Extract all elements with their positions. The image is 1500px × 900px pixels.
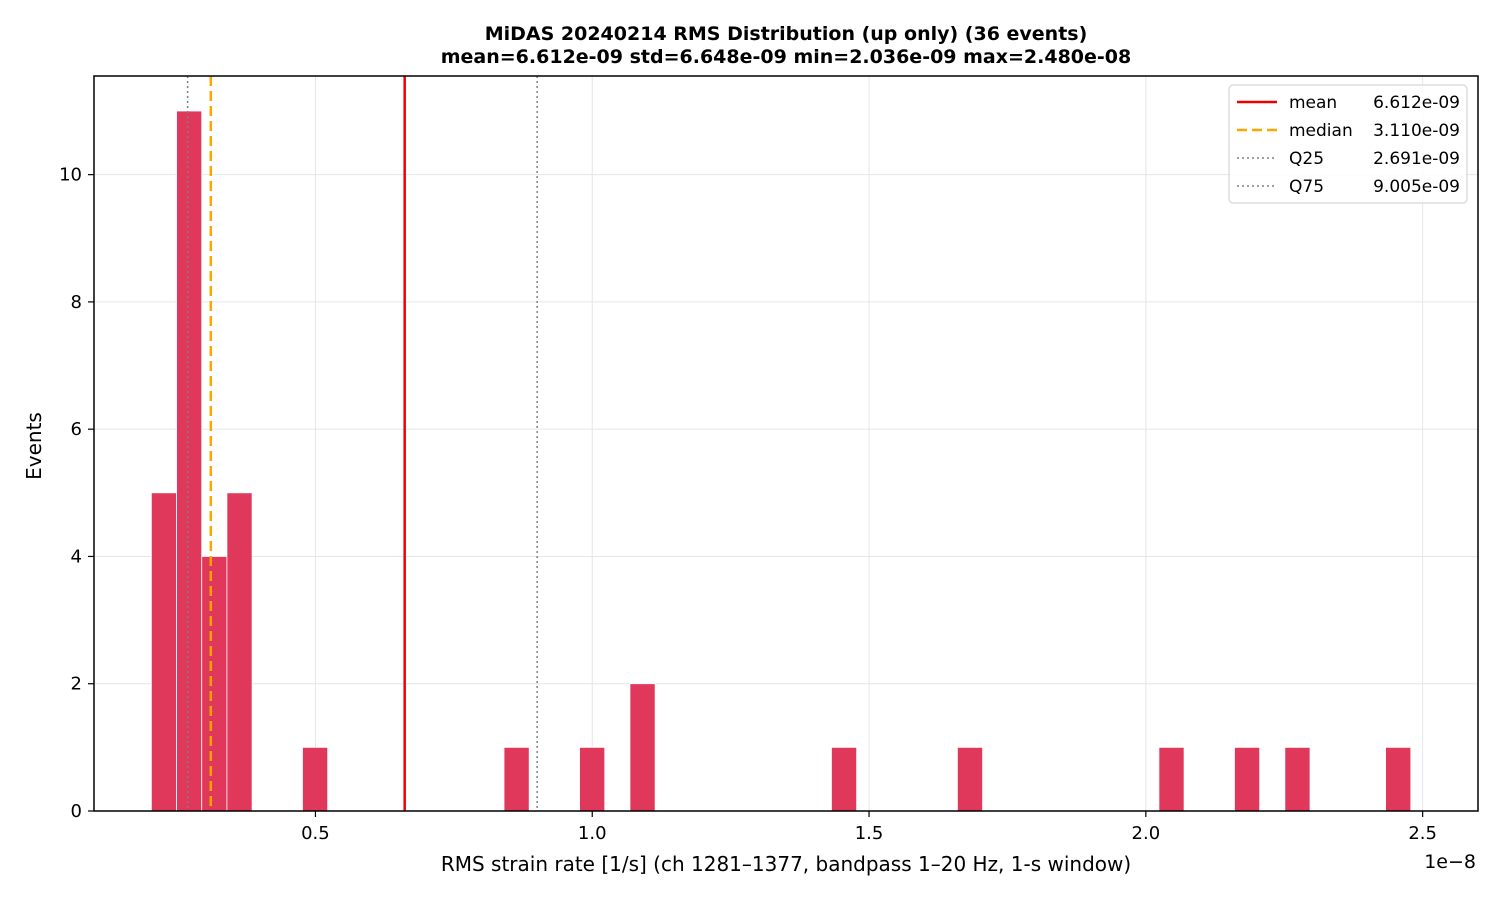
x-axis-label: RMS strain rate [1/s] (ch 1281–1377, ban… bbox=[441, 852, 1131, 876]
legend-label-mean: mean bbox=[1289, 93, 1337, 113]
legend-label-q75: Q75 bbox=[1289, 177, 1324, 197]
legend: mean 6.612e-09 median 3.110e-09 Q25 2.691e-09… bbox=[1228, 84, 1468, 204]
x-axis-ticks: 0.5 1.0 1.5 2.0 2.5 bbox=[301, 811, 1437, 844]
histogram-bar bbox=[1284, 746, 1311, 812]
y-tick-label: 4 bbox=[71, 546, 82, 567]
histogram-bar bbox=[302, 746, 329, 812]
legend-value-mean: 6.612e-09 bbox=[1373, 93, 1460, 113]
chart-subtitle: mean=6.612e-09 std=6.648e-09 min=2.036e-… bbox=[441, 46, 1132, 68]
histogram-bar bbox=[1158, 746, 1185, 812]
legend-value-q25: 2.691e-09 bbox=[1373, 149, 1460, 169]
y-tick-label: 0 bbox=[71, 801, 82, 822]
y-axis-label: Events bbox=[22, 412, 46, 480]
y-tick-label: 8 bbox=[71, 292, 82, 313]
histogram-bar bbox=[201, 556, 228, 812]
chart-title: MiDAS 20240214 RMS Distribution (up only… bbox=[485, 23, 1088, 45]
y-tick-label: 10 bbox=[59, 165, 82, 186]
y-axis-ticks: 0 2 4 6 8 10 bbox=[59, 165, 94, 822]
histogram-bar bbox=[1385, 746, 1412, 812]
y-tick-label: 2 bbox=[71, 674, 82, 695]
plot-frame bbox=[93, 75, 1479, 812]
x-tick-label: 0.5 bbox=[301, 823, 330, 844]
legend-label-q25: Q25 bbox=[1289, 149, 1324, 169]
histogram-bar bbox=[629, 683, 656, 812]
legend-value-q75: 9.005e-09 bbox=[1373, 177, 1460, 197]
x-axis-offset-label: 1e−8 bbox=[1424, 851, 1476, 873]
x-tick-label: 2.0 bbox=[1132, 823, 1161, 844]
histogram-bar bbox=[1234, 746, 1261, 812]
legend-label-median: median bbox=[1289, 121, 1353, 141]
histogram-bar bbox=[831, 746, 858, 812]
histogram-bar bbox=[579, 746, 606, 812]
x-tick-label: 2.5 bbox=[1408, 823, 1437, 844]
x-tick-label: 1.0 bbox=[578, 823, 607, 844]
x-tick-label: 1.5 bbox=[855, 823, 884, 844]
histogram-bar bbox=[956, 746, 983, 812]
histogram-bar bbox=[503, 746, 530, 812]
histogram-bar bbox=[176, 110, 203, 812]
legend-box bbox=[1228, 84, 1468, 204]
reference-lines bbox=[186, 76, 538, 811]
y-tick-label: 6 bbox=[71, 419, 82, 440]
legend-value-median: 3.110e-09 bbox=[1373, 121, 1460, 141]
histogram-bars bbox=[150, 110, 1412, 812]
histogram-bar bbox=[150, 492, 177, 812]
histogram-bar bbox=[226, 492, 253, 812]
